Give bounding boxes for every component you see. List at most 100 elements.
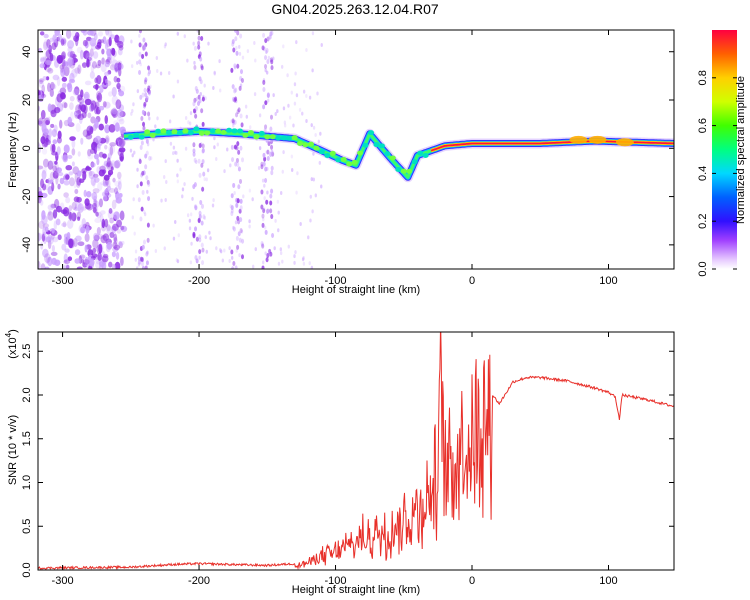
noise-band-blob bbox=[193, 108, 197, 114]
noise-blob bbox=[77, 64, 82, 75]
spectrogram-x-tick-label: -300 bbox=[52, 275, 74, 287]
snr-x-label: Height of straight line (km) bbox=[292, 584, 420, 596]
noise-blob bbox=[120, 225, 125, 231]
noise-band-blob bbox=[266, 208, 270, 214]
noise-blob bbox=[90, 162, 96, 168]
noise-band-blob bbox=[230, 67, 234, 73]
noise-band-blob bbox=[264, 166, 268, 172]
noise-blob bbox=[47, 67, 54, 74]
noise-band-blob bbox=[147, 196, 151, 202]
noise-blob bbox=[84, 233, 90, 243]
noise-dot bbox=[318, 160, 322, 165]
noise-blob bbox=[100, 235, 108, 244]
noise-band-blob bbox=[197, 101, 201, 107]
noise-blob bbox=[77, 170, 82, 177]
noise-blob bbox=[116, 77, 121, 83]
noise-blob bbox=[67, 51, 74, 58]
noise-blob bbox=[97, 234, 104, 240]
noise-band-blob bbox=[233, 144, 237, 150]
noise-band-blob bbox=[260, 240, 264, 246]
ridge-blob bbox=[318, 149, 325, 155]
noise-blob bbox=[104, 61, 110, 68]
noise-dot bbox=[221, 258, 225, 263]
noise-dot bbox=[310, 123, 313, 128]
noise-blob bbox=[46, 38, 51, 49]
figure-title: GN04.2025.263.12.04.R07 bbox=[271, 1, 439, 17]
noise-band-blob bbox=[201, 143, 205, 149]
noise-band-blob bbox=[200, 162, 204, 168]
ridge-blob bbox=[411, 159, 418, 165]
noise-dot bbox=[138, 33, 141, 38]
noise-band-blob bbox=[197, 44, 201, 50]
noise-band-blob bbox=[200, 63, 204, 69]
noise-blob bbox=[95, 64, 101, 69]
snr-y-exponent: (x104) bbox=[4, 329, 19, 359]
noise-dot bbox=[282, 44, 285, 49]
noise-blob bbox=[102, 153, 107, 159]
noise-dot bbox=[131, 153, 134, 158]
noise-dot bbox=[262, 217, 265, 222]
noise-band-blob bbox=[262, 208, 266, 214]
noise-blob bbox=[81, 217, 87, 228]
noise-blob bbox=[112, 111, 117, 118]
ridge-blob bbox=[280, 135, 287, 141]
noise-dot bbox=[223, 169, 226, 174]
noise-dot bbox=[148, 116, 151, 121]
noise-band-blob bbox=[237, 166, 241, 172]
noise-band-blob bbox=[138, 42, 142, 48]
noise-blob bbox=[94, 101, 100, 109]
noise-dot bbox=[262, 260, 265, 265]
noise-blob bbox=[39, 31, 45, 36]
noise-blob bbox=[58, 119, 63, 129]
noise-band-blob bbox=[148, 155, 152, 161]
ridge-bulge bbox=[588, 135, 607, 144]
noise-band-blob bbox=[198, 249, 202, 255]
noise-dot bbox=[188, 226, 192, 231]
noise-dot bbox=[265, 150, 268, 155]
noise-band-blob bbox=[260, 164, 264, 170]
noise-blob bbox=[52, 139, 58, 145]
ridge-blob bbox=[384, 151, 391, 157]
noise-blob bbox=[115, 99, 122, 110]
noise-blob bbox=[74, 249, 81, 256]
noise-blob bbox=[50, 251, 58, 256]
noise-dot bbox=[176, 79, 180, 84]
noise-blob bbox=[67, 211, 72, 220]
noise-dot bbox=[212, 198, 215, 203]
noise-dot bbox=[205, 177, 208, 182]
noise-band-blob bbox=[239, 178, 243, 184]
noise-band-blob bbox=[266, 59, 270, 65]
noise-blob bbox=[41, 141, 49, 148]
noise-dot bbox=[195, 160, 198, 165]
noise-dot bbox=[319, 131, 322, 136]
noise-blob bbox=[63, 144, 70, 154]
noise-blob bbox=[67, 154, 73, 159]
noise-band-blob bbox=[198, 237, 202, 243]
snr-y-tick-label: 1.0 bbox=[21, 475, 33, 490]
snr-exponent-power: 4 bbox=[4, 332, 13, 337]
noise-band-blob bbox=[235, 157, 239, 163]
noise-band-blob bbox=[197, 94, 201, 100]
noise-blob bbox=[51, 42, 57, 51]
noise-blob bbox=[60, 38, 65, 46]
noise-band-blob bbox=[193, 45, 197, 51]
noise-blob bbox=[82, 259, 90, 265]
noise-dot bbox=[169, 141, 173, 146]
noise-blob bbox=[120, 225, 128, 232]
noise-blob bbox=[98, 243, 103, 254]
noise-dot bbox=[295, 40, 298, 45]
noise-blob bbox=[95, 211, 99, 217]
noise-blob bbox=[102, 36, 107, 45]
noise-dot bbox=[234, 220, 238, 225]
noise-band-blob bbox=[144, 164, 148, 170]
noise-band-blob bbox=[239, 217, 243, 223]
noise-blob bbox=[60, 209, 68, 215]
noise-dot bbox=[272, 56, 275, 61]
noise-blob bbox=[94, 200, 100, 208]
noise-blob bbox=[56, 57, 63, 64]
noise-blob bbox=[49, 203, 56, 210]
noise-band-blob bbox=[137, 256, 141, 262]
noise-dot bbox=[184, 146, 188, 151]
noise-dot bbox=[130, 39, 133, 44]
noise-band-blob bbox=[269, 114, 273, 120]
